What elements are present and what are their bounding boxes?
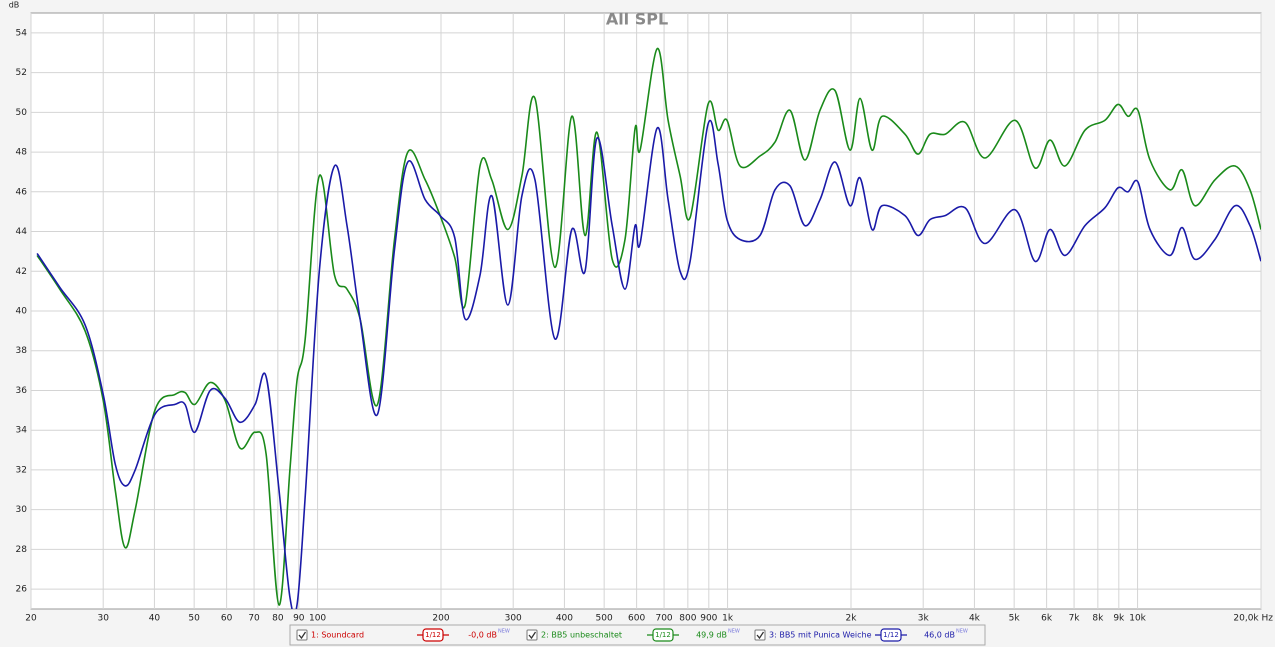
y-tick-label: 50 [16, 108, 28, 118]
legend-checkbox[interactable] [754, 629, 766, 641]
legend-badge: NEW [728, 629, 740, 635]
x-tick-label: 900 [700, 614, 717, 624]
legend-checkmark [528, 631, 537, 640]
legend-checkbox[interactable] [296, 629, 308, 641]
y-tick-label: 42 [16, 267, 27, 277]
smoothing-button[interactable] [880, 628, 902, 642]
y-tick-label: 46 [16, 187, 28, 197]
x-tick-label: 8k [1092, 614, 1104, 624]
legend-checkmark [756, 631, 765, 640]
x-tick-label: 50 [188, 614, 200, 624]
y-tick-label: 54 [16, 28, 28, 38]
legend-name: 2: BB5 unbeschaltet [541, 631, 622, 640]
smoothing-label: 1/12 [883, 631, 899, 639]
legend-checkmark [298, 631, 307, 640]
y-tick-label: 48 [16, 148, 28, 158]
x-tick-label: 800 [679, 614, 696, 624]
x-tick-label: 5k [1009, 614, 1021, 624]
legend-badge: NEW [498, 629, 510, 635]
legend-level: -0,0 dB [468, 631, 497, 640]
x-tick-label: 20 [25, 614, 37, 624]
smoothing-label: 1/12 [425, 631, 441, 639]
traces [36, 47, 1261, 609]
y-axis-label: dB [9, 1, 20, 10]
x-tick-label: 200 [432, 614, 449, 624]
legend-checkbox[interactable] [526, 629, 538, 641]
y-tick-label: 26 [16, 585, 28, 595]
x-tick-label: 500 [596, 614, 613, 624]
legend-name: 1: Soundcard [311, 631, 364, 640]
chart-title: All SPL [606, 10, 668, 29]
y-tick-label: 38 [16, 346, 28, 356]
x-tick-label: 80 [272, 614, 284, 624]
x-tick-label: 70 [248, 614, 260, 624]
legend-badge: NEW [956, 629, 968, 635]
x-tick-label: 100 [309, 614, 326, 624]
smoothing-button[interactable] [422, 628, 444, 642]
y-tick-label: 32 [16, 465, 27, 475]
y-tick-label: 52 [16, 68, 27, 78]
legend-name: 3: BB5 mit Punica Weiche [769, 631, 872, 640]
y-tick-label: 28 [16, 545, 28, 555]
smoothing-button[interactable] [652, 628, 674, 642]
x-tick-label: 6k [1041, 614, 1053, 624]
x-tick-label: 600 [628, 614, 645, 624]
x-tick-label: 90 [293, 614, 305, 624]
x-tick-label: 60 [221, 614, 233, 624]
x-tick-label: 4k [969, 614, 981, 624]
series-line [36, 47, 1261, 606]
y-tick-label: 30 [16, 505, 28, 515]
x-tick-label: 300 [505, 614, 522, 624]
x-tick-label: 400 [556, 614, 573, 624]
x-tick-label: 700 [655, 614, 672, 624]
legend-level: 46,0 dB [924, 631, 955, 640]
legend-items: 1: Soundcard 1/12 -0,0 dB NEW 2: BB5 unbesch… [296, 628, 968, 642]
x-tick-label: 1k [722, 614, 734, 624]
legend [289, 624, 986, 646]
x-tick-label: 7k [1069, 614, 1081, 624]
x-tick-label: 2k [846, 614, 858, 624]
series-line [36, 120, 1261, 609]
y-tick-label: 34 [16, 426, 28, 436]
grid [30, 13, 1262, 609]
x-tick-label: 3k [918, 614, 930, 624]
x-tick-label: 30 [97, 614, 109, 624]
legend-level: 49,9 dB [696, 631, 727, 640]
x-tick-label: 20,0k Hz [1233, 614, 1273, 624]
y-tick-label: 36 [16, 386, 28, 396]
y-tick-label: 44 [16, 227, 28, 237]
x-tick-label: 10k [1129, 614, 1146, 624]
smoothing-label: 1/12 [655, 631, 671, 639]
x-tick-label: 9k [1113, 614, 1125, 624]
x-tick-label: 40 [149, 614, 161, 624]
y-tick-label: 40 [16, 307, 28, 317]
